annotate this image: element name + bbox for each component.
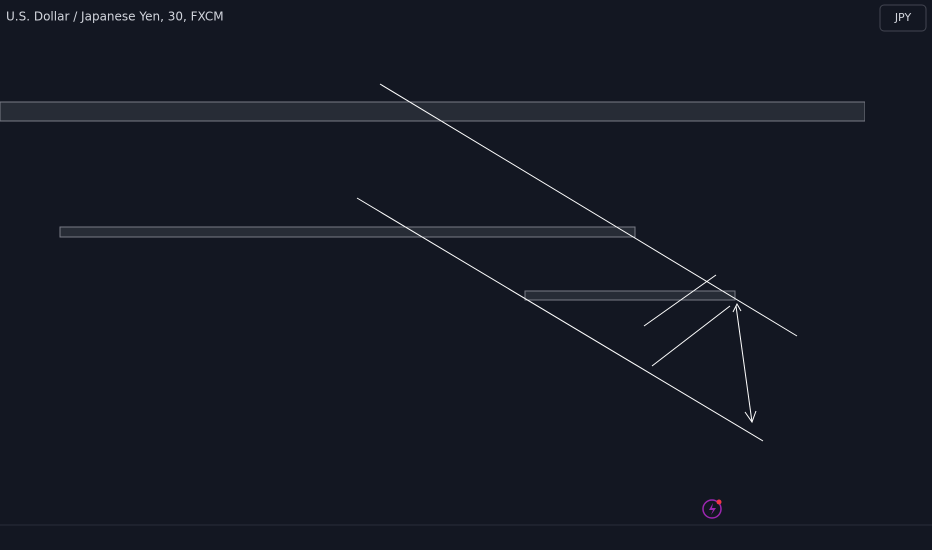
mid-zone — [59, 226, 636, 238]
alert-icon-dot[interactable] — [716, 499, 722, 505]
alert-icon-bolt[interactable] — [709, 503, 716, 515]
arrow — [735, 305, 753, 423]
flag-upper — [643, 274, 717, 327]
alert-icon-ring[interactable] — [702, 499, 722, 519]
currency-button-label[interactable]: JPY — [894, 11, 912, 24]
flag-lower — [651, 305, 731, 367]
alert-icon[interactable] — [702, 499, 722, 519]
currency-button[interactable] — [879, 4, 927, 32]
drawings — [0, 101, 866, 301]
trendlines — [356, 83, 798, 442]
support-zone — [524, 290, 736, 301]
arrow-tail — [732, 302, 742, 313]
price-axis — [865, 0, 932, 550]
arrow-head — [744, 410, 757, 424]
channel-upper — [379, 83, 798, 337]
channel-lower — [356, 197, 764, 442]
chart-title: U.S. Dollar / Japanese Yen, 30, FXCM — [6, 10, 224, 24]
resistance-zone — [0, 101, 866, 122]
